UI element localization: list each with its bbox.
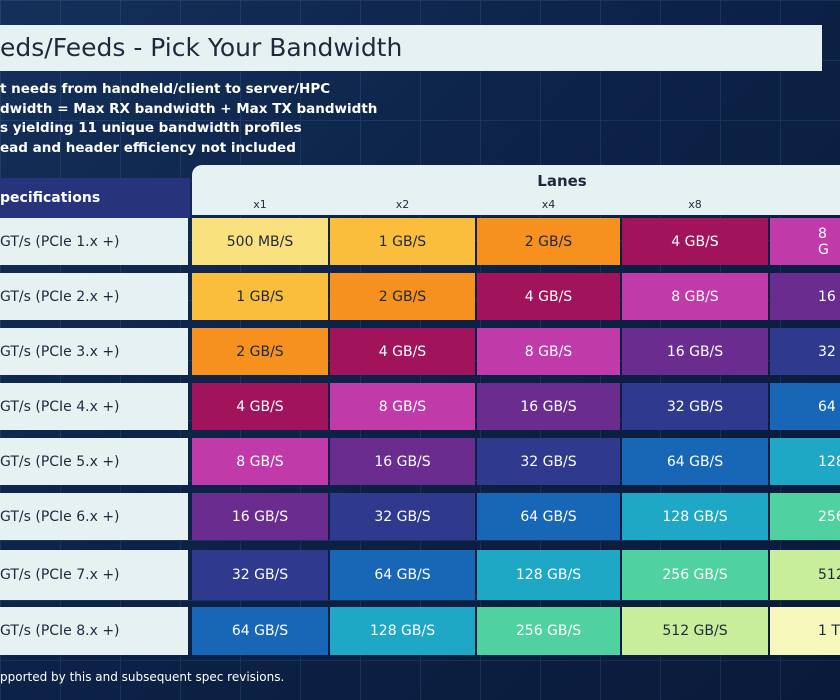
row-label: GT/s (PCIe 1.x +) [0, 218, 188, 265]
bandwidth-cell: 32 GB/S [330, 493, 475, 540]
bandwidth-cell: 128 GB/S [330, 607, 475, 655]
bandwidth-cell: 16 GB/S [192, 493, 328, 540]
bandwidth-cell: 32 GB/S [477, 438, 620, 485]
lanes-header: Lanes x1 x2 x4 x8 [192, 165, 840, 215]
bandwidth-cell: 128 GB/S [477, 550, 620, 600]
bandwidth-cell: 64 GB/S [622, 438, 768, 485]
bandwidth-cell: 4 GB/S [477, 273, 620, 320]
bandwidth-cell: 16 GB/S [330, 438, 475, 485]
bandwidth-cell: 8 G [770, 218, 840, 265]
bandwidth-cell: 256 GB/S [477, 607, 620, 655]
bandwidth-cell: 2 GB/S [477, 218, 620, 265]
row-label: GT/s (PCIe 2.x +) [0, 273, 188, 320]
bullet: dwidth = Max RX bandwidth + Max TX bandw… [0, 100, 378, 117]
title: eds/Feeds - Pick Your Bandwidth [0, 25, 822, 71]
bandwidth-cell: 500 MB/S [192, 218, 328, 265]
bullet: ead and header efficiency not included [0, 139, 296, 156]
column-header: x4 [541, 198, 556, 211]
row-label: GT/s (PCIe 5.x +) [0, 438, 188, 485]
column-header: x8 [688, 198, 702, 211]
bandwidth-cell: 1 GB/S [192, 273, 328, 320]
bandwidth-cell: 8 GB/S [622, 273, 768, 320]
bandwidth-cell: 128 GB/S [622, 493, 768, 540]
row-label: GT/s (PCIe 6.x +) [0, 493, 188, 540]
bandwidth-cell: 16 [770, 273, 840, 320]
row-label: GT/s (PCIe 7.x +) [0, 550, 188, 600]
bandwidth-cell: 8 GB/S [330, 383, 475, 430]
bandwidth-cell: 32 GB/S [622, 383, 768, 430]
bandwidth-cell: 2 GB/S [192, 328, 328, 375]
bullet-list: t needs from handheld/client to server/H… [0, 80, 377, 158]
bandwidth-cell: 4 GB/S [330, 328, 475, 375]
bandwidth-cell: 128 [770, 438, 840, 485]
bullet: t needs from handheld/client to server/H… [0, 81, 331, 97]
bandwidth-cell: 32 [770, 328, 840, 375]
bandwidth-cell: 32 GB/S [192, 550, 328, 600]
bandwidth-cell: 16 GB/S [477, 383, 620, 430]
bandwidth-cell: 8 GB/S [192, 438, 328, 485]
bandwidth-cell: 64 GB/S [192, 607, 328, 655]
row-label: GT/s (PCIe 3.x +) [0, 328, 188, 375]
bandwidth-cell: 2 GB/S [330, 273, 475, 320]
bandwidth-cell: 512 GB/S [622, 607, 768, 655]
bandwidth-cell: 8 GB/S [477, 328, 620, 375]
column-header: x2 [395, 198, 410, 211]
bandwidth-cell: 64 [770, 383, 840, 430]
column-header: x1 [253, 198, 267, 211]
bandwidth-cell: 4 GB/S [192, 383, 328, 430]
bandwidth-cell: 4 GB/S [622, 218, 768, 265]
bandwidth-cell: 64 GB/S [477, 493, 620, 540]
bullet: s yielding 11 unique bandwidth profiles [0, 120, 302, 136]
bandwidth-cell: 16 GB/S [622, 328, 768, 375]
bandwidth-cell: 512 [770, 550, 840, 600]
corner-header: pecifications [0, 178, 190, 218]
group-header: Lanes [537, 172, 587, 190]
footer: pported by this and subsequent spec revi… [0, 670, 285, 684]
bandwidth-cell: 256 GB/S [622, 550, 768, 600]
bandwidth-cell: 256 [770, 493, 840, 540]
row-label: GT/s (PCIe 8.x +) [0, 607, 188, 655]
bandwidth-cell: 1 GB/S [330, 218, 475, 265]
bandwidth-cell: 1 T [770, 607, 840, 655]
bandwidth-cell: 64 GB/S [330, 550, 475, 600]
row-label: GT/s (PCIe 4.x +) [0, 383, 188, 430]
